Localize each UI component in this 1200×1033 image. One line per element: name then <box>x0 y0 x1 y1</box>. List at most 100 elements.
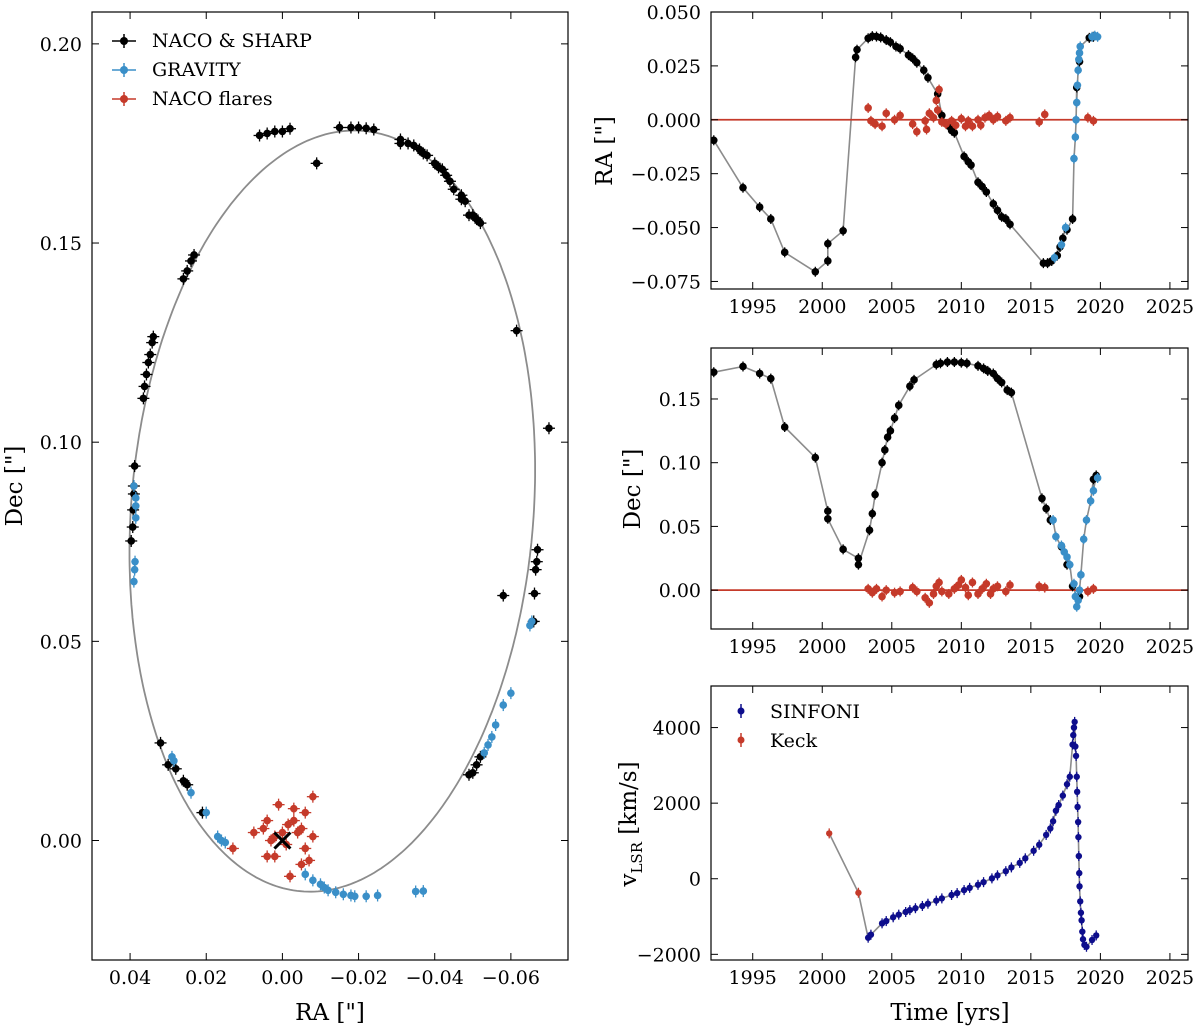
dec-time-point-gravity <box>1049 515 1057 526</box>
orbit-point-naco-flares <box>257 822 270 835</box>
ra-time-xtick-label: 2025 <box>1146 296 1194 318</box>
ra-time-point-gravity <box>1071 132 1080 143</box>
orbit-point-naco-sharp <box>253 129 266 142</box>
legend-marker-gravity <box>112 63 136 77</box>
vlsr-time-point-keck <box>826 828 833 839</box>
vlsr-time-point-sinfoni <box>1052 805 1060 816</box>
orbit-point-naco-flares <box>272 798 285 811</box>
orbit-point-naco-sharp <box>443 175 456 188</box>
ra-time-point-naco-sharp <box>896 43 904 54</box>
ra-time-xtick-label: 2015 <box>1007 296 1055 318</box>
ra-time-point-naco-flares <box>1035 116 1043 127</box>
ra-time-panel: 1995 2000 2005 2010 2015 2020 2025 0.050 0.025 0.… <box>592 2 1194 318</box>
dec-time-series-gravity <box>1049 472 1102 612</box>
vlsr-time-point-sinfoni <box>960 885 968 896</box>
vlsr-time-point-sinfoni <box>953 888 961 899</box>
dec-time-point-gravity <box>1065 559 1074 570</box>
ra-time-point-naco-sharp <box>755 202 764 213</box>
dec-time-point-naco-flares <box>968 577 977 588</box>
orbit-point-naco-flares <box>295 858 308 871</box>
dec-time-point-naco-sharp <box>886 425 895 436</box>
dec-time-point-naco-flares <box>921 592 929 603</box>
dec-time-point-naco-sharp <box>997 377 1006 388</box>
vlsr-time-point-sinfoni <box>1059 790 1067 801</box>
ra-time-point-naco-flares <box>951 120 960 131</box>
ra-time-point-naco-flares <box>890 114 899 125</box>
legend-label-keck: Keck <box>770 730 818 752</box>
ra-time-point-naco-flares <box>933 105 942 116</box>
vlsr-time-point-sinfoni <box>1042 829 1050 840</box>
ra-time-point-naco-sharp <box>913 57 921 68</box>
orbit-panel-frame <box>91 11 569 961</box>
orbit-xtick-label: 0.04 <box>109 967 151 989</box>
orbit-point-gravity <box>187 786 195 799</box>
dec-time-point-naco-sharp <box>910 374 918 385</box>
vlsr-time-point-sinfoni <box>895 909 902 920</box>
dec-time-point-gravity <box>1052 531 1060 542</box>
vlsr-time-point-sinfoni <box>1074 801 1081 812</box>
vlsr-time-point-sinfoni <box>948 889 955 900</box>
ra-time-point-naco-sharp <box>960 151 968 162</box>
orbit-point-naco-sharp <box>440 169 453 182</box>
ra-time-point-naco-flares <box>1084 112 1092 123</box>
orbit-point-naco-sharp <box>137 392 150 405</box>
dec-time-point-naco-flares <box>913 586 921 597</box>
orbit-point-naco-sharp <box>360 122 373 135</box>
ra-time-point-naco-sharp <box>978 181 986 192</box>
ra-time-xtick-label: 2005 <box>868 296 916 318</box>
ra-time-point-gravity <box>1072 97 1081 108</box>
ra-time-point-gravity <box>1074 65 1082 76</box>
ra-time-point-naco-sharp <box>924 72 932 83</box>
ra-time-point-naco-sharp <box>919 65 928 76</box>
orbit-point-naco-sharp <box>138 380 151 393</box>
ra-time-xtick-label: 2000 <box>798 296 846 318</box>
ra-time-point-naco-flares <box>929 112 938 123</box>
orbit-point-naco-flares <box>306 830 319 843</box>
orbit-point-naco-sharp <box>462 768 475 781</box>
legend-marker-naco-flares <box>112 92 136 106</box>
orbit-point-gravity <box>324 884 332 897</box>
orbit-xlabel: RA ["] <box>295 1000 365 1026</box>
vlsr-time-point-sinfoni <box>906 905 914 916</box>
vlsr-time-point-sinfoni <box>988 873 996 884</box>
orbit-point-gravity <box>484 738 492 751</box>
ra-time-point-naco-flares <box>882 108 891 119</box>
ra-time-ytick-label: 0.050 <box>647 2 701 24</box>
dec-time-point-naco-flares <box>1089 583 1098 594</box>
orbit-ylabel: Dec ["] <box>2 446 28 527</box>
dec-time-point-naco-sharp <box>963 358 971 369</box>
dec-time-point-naco-sharp <box>868 508 877 519</box>
ra-time-panel-frame <box>710 11 1189 290</box>
ra-time-point-gravity <box>1093 31 1102 42</box>
vlsr-time-ylabel: vLSR [km/s] <box>616 761 646 887</box>
vlsr-time-ytick-label: −2000 <box>637 944 701 966</box>
ra-time-point-gravity <box>1072 114 1080 125</box>
legend-marker-naco-sharp <box>112 34 136 48</box>
dec-time-point-naco-sharp <box>780 422 789 433</box>
vlsr-time-point-sinfoni <box>1073 771 1080 782</box>
orbit-point-naco-sharp <box>542 422 555 435</box>
orbit-point-naco-flares <box>247 826 260 839</box>
orbit-point-naco-sharp <box>528 587 541 600</box>
orbit-point-naco-sharp <box>144 348 157 361</box>
vlsr-time-plot-area <box>826 716 1100 952</box>
dec-time-point-naco-sharp <box>811 452 820 463</box>
dec-time-point-naco-sharp <box>894 400 903 411</box>
orbit-point-naco-sharp <box>169 762 182 775</box>
vlsr-time-point-sinfoni <box>1077 907 1085 918</box>
vlsr-time-point-sinfoni <box>1070 730 1077 741</box>
orbit-point-naco-sharp <box>421 149 434 162</box>
orbit-point-naco-sharp <box>497 589 510 602</box>
orbit-ytick-label: 0.15 <box>40 233 82 255</box>
ra-time-point-naco-sharp <box>824 255 832 266</box>
dec-time-xtick-label: 1995 <box>729 636 777 658</box>
dec-time-xtick-label: 2020 <box>1076 636 1124 658</box>
ra-time-point-naco-sharp <box>780 247 789 258</box>
orbit-point-naco-sharp <box>462 209 475 222</box>
dec-time-point-naco-flares <box>1002 586 1010 597</box>
vlsr-time-point-keck <box>855 887 862 898</box>
vlsr-time-xtick-label: 1995 <box>729 967 777 989</box>
orbit-point-naco-sharp <box>394 137 407 150</box>
dec-time-point-naco-sharp <box>755 368 764 379</box>
